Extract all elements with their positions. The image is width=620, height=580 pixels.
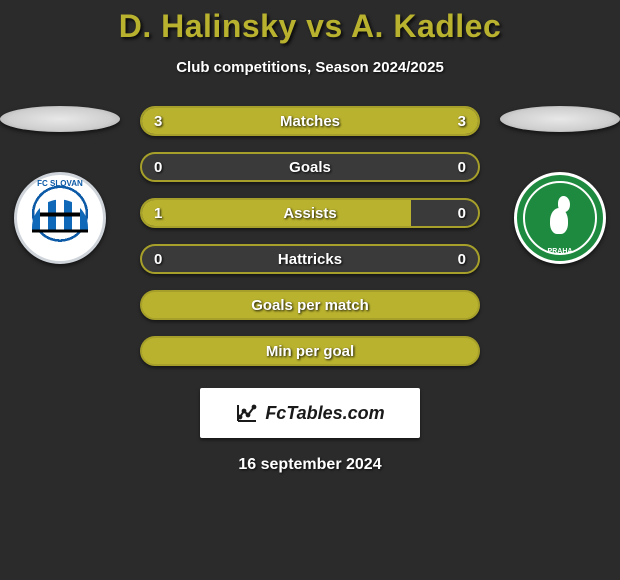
player-right-area: PRAHA bbox=[500, 106, 620, 264]
page-title: D. Halinsky vs A. Kadlec bbox=[0, 0, 620, 45]
player-left-silhouette bbox=[0, 106, 120, 132]
stat-label: Goals per match bbox=[142, 292, 478, 318]
stat-label: Goals bbox=[142, 154, 478, 180]
stat-label: Matches bbox=[142, 108, 478, 134]
stat-bars: 33Matches 00Goals 10Assists 00Hattricks Goal… bbox=[140, 106, 480, 382]
stat-row: Goals per match bbox=[140, 290, 480, 320]
subtitle: Club competitions, Season 2024/2025 bbox=[0, 59, 620, 76]
stat-row: 33Matches bbox=[140, 106, 480, 136]
club-logo-left-text: FC SLOVAN bbox=[17, 175, 103, 261]
club-logo-left: FC SLOVAN bbox=[14, 172, 106, 264]
club-logo-right-text: PRAHA bbox=[517, 175, 603, 261]
player-right-silhouette bbox=[500, 106, 620, 132]
brand-box: FcTables.com bbox=[200, 388, 420, 438]
footer-date: 16 september 2024 bbox=[0, 456, 620, 474]
comparison-area: FC SLOVAN PRAHA 33Matches 00Goals 10Assist… bbox=[0, 106, 620, 386]
stat-label: Assists bbox=[142, 200, 478, 226]
stat-row: 00Goals bbox=[140, 152, 480, 182]
stat-label: Hattricks bbox=[142, 246, 478, 272]
brand-chart-icon bbox=[235, 401, 259, 425]
brand-text: FcTables.com bbox=[265, 403, 384, 424]
player-left-area: FC SLOVAN bbox=[0, 106, 120, 264]
club-logo-right: PRAHA bbox=[514, 172, 606, 264]
stat-label: Min per goal bbox=[142, 338, 478, 364]
stat-row: 10Assists bbox=[140, 198, 480, 228]
stat-row: Min per goal bbox=[140, 336, 480, 366]
stat-row: 00Hattricks bbox=[140, 244, 480, 274]
